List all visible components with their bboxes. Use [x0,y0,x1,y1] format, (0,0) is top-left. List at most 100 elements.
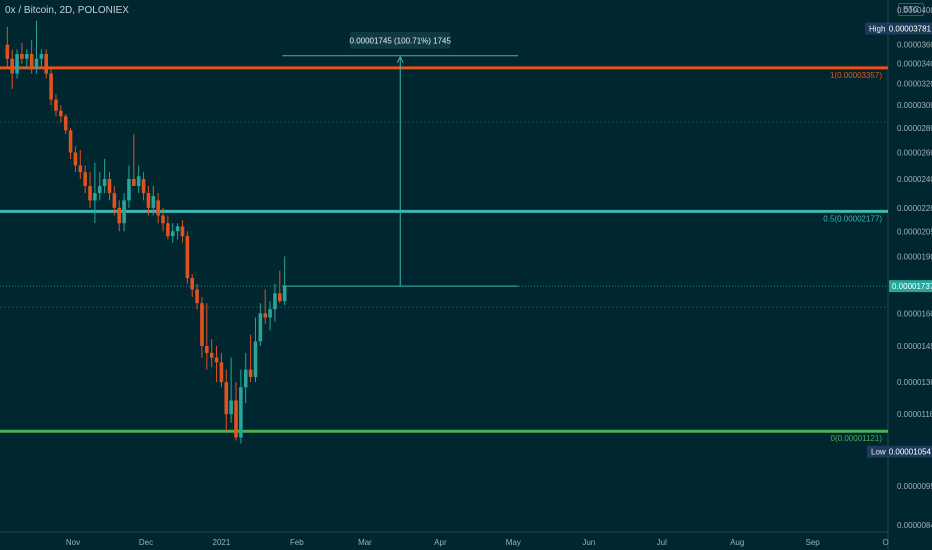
candle-body [263,313,268,318]
candle-body [239,387,243,438]
fib-level-05-label: 0.5(0.00002177) [823,214,882,223]
candle-body [180,226,185,237]
price-tick-label: 0.00002050 [897,227,932,236]
candle-body [107,179,112,194]
candle-body [102,179,107,187]
candle-body [132,179,136,187]
time-tick-label: Jul [657,538,667,547]
time-tick-label: 2021 [213,538,231,547]
candle-body [88,186,92,201]
candle-body [209,352,214,358]
price-tick-label: 0.00001900 [897,252,932,261]
candle-body [136,176,141,187]
candle-body [146,193,151,208]
current-price-box [889,280,932,293]
candle-body [214,357,219,363]
high-label-text: High [869,24,885,33]
candle-body [273,293,277,310]
fib-level-1-label: 1(0.00003357) [830,71,882,80]
time-tick-label: Aug [730,538,744,547]
price-tick-label: 0.00001450 [897,342,932,351]
price-tick-label: 0.00002200 [897,204,932,213]
measure-label-box [350,31,451,49]
candle-body [29,54,34,69]
candle-body [161,215,165,224]
time-tick-label: May [506,538,521,547]
time-tick-label: O [883,538,889,547]
price-tick-label: 0.00003400 [897,60,932,69]
candle-body [156,200,160,216]
candle-body [248,369,253,378]
candle-body [83,172,87,187]
time-tick-label: Mar [358,538,372,547]
time-tick-label: Feb [290,538,304,547]
low-label-value: 0.00001054 [889,448,932,457]
high-label-box [865,22,932,35]
candle-body [20,54,24,59]
price-tick-label: 0.00000845 [897,521,932,530]
candle-body [63,116,68,131]
price-tick-label: 0.00003000 [897,101,932,110]
candle-body [49,73,53,100]
time-tick-label: Sep [806,538,821,547]
candle-body [68,130,73,153]
candle-body [258,313,263,342]
candle-body [170,231,175,237]
time-tick-label: Apr [434,538,447,547]
low-label-box [867,445,932,458]
candle-body [39,54,44,59]
high-label-value: 0.00003781 [889,24,932,33]
chart-title: 0x / Bitcoin, 2D, POLONIEX [5,5,129,16]
candle-body [127,179,131,201]
candle-body [122,200,126,224]
candle-body [185,236,190,279]
candle-body [59,110,63,117]
candle-body [234,400,238,438]
price-tick-label: 0.00002800 [897,124,932,133]
candle-body [34,58,39,69]
candle-body [54,99,58,111]
time-tick-label: Nov [66,538,80,547]
candle-body [141,179,146,194]
candle-body [112,193,117,208]
candle-body [268,309,272,318]
candle-body [5,44,10,59]
price-tick-label: 0.00003600 [897,41,932,50]
candle-body [15,54,19,74]
price-tick-label: 0.00001600 [897,309,932,318]
price-tick-label: 0.00004000 [897,6,932,15]
low-label-text: Low [871,448,886,457]
candle-body [200,303,204,346]
candle-body [253,341,258,378]
candle-body [278,293,282,302]
price-tick-label: 0.00001180 [897,410,932,419]
price-tick-label: 0.00003200 [897,80,932,89]
price-tick-label: 0.00000950 [897,482,932,491]
candle-body [229,400,233,415]
currency-badge[interactable]: BTC [898,3,924,16]
candle-body [78,165,83,173]
candle-body [97,186,102,194]
price-tick-label: 0.00002600 [897,149,932,158]
candle-body [282,285,287,302]
candle-body [73,152,78,166]
candle-body [24,54,29,59]
candle-body [190,278,195,290]
candle-body [117,207,122,224]
measure-label: 0.00001745 (100.71%) 1745 [350,37,452,46]
candle-body [219,362,224,383]
time-tick-label: Dec [139,538,153,547]
candle-body [10,58,14,74]
time-tick-label: Jun [582,538,595,547]
measure-arrow-head [396,55,404,63]
candle-body [205,345,209,353]
candle-body [175,226,180,232]
price-tick-label: 0.00001300 [897,378,932,387]
candle-body [224,382,229,415]
candle-body [243,369,248,388]
candle-body [93,193,97,201]
fib-level-0-label: 0(0.00001121) [831,434,883,443]
candle-body [195,289,199,304]
candle-body [151,196,156,208]
